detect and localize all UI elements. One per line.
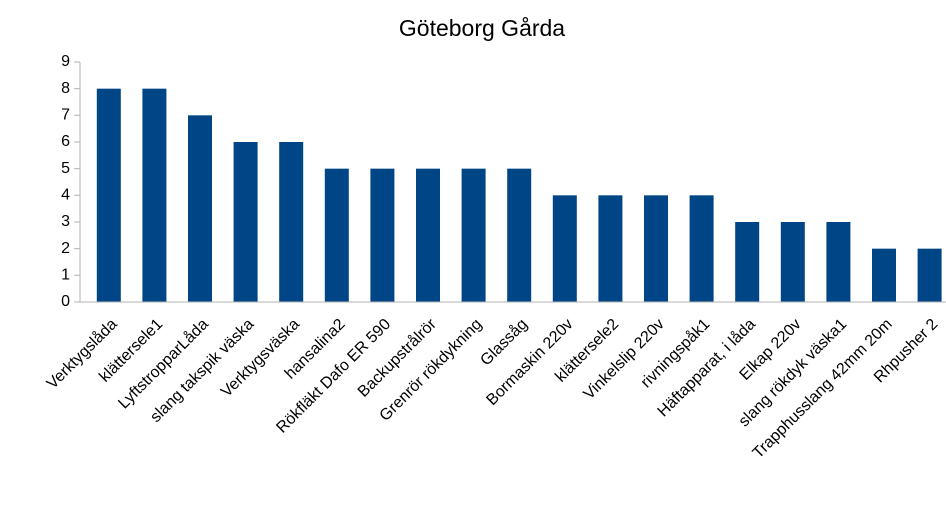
y-tick-label: 8 <box>61 80 70 97</box>
y-tick-label: 6 <box>61 133 70 150</box>
x-tick-label: Backupstrålrör <box>354 315 440 401</box>
bar <box>689 195 714 302</box>
bar <box>324 168 349 302</box>
x-tick-label: Vinkelslip 220v <box>581 316 668 403</box>
bar <box>233 142 258 302</box>
bar <box>142 88 167 303</box>
bar <box>780 222 805 302</box>
y-tick-label: 7 <box>61 107 70 124</box>
y-tick-label: 0 <box>61 293 70 310</box>
bar <box>917 248 942 302</box>
bar <box>644 195 668 302</box>
bar <box>826 222 851 302</box>
bar <box>370 168 395 302</box>
bar <box>279 142 304 302</box>
bar <box>416 168 440 302</box>
y-tick-label: 5 <box>61 160 70 177</box>
bar <box>552 195 577 302</box>
bar <box>872 248 896 302</box>
bar <box>735 222 760 302</box>
bar <box>461 168 486 302</box>
bar <box>96 88 121 303</box>
x-tick-label: Verktygsväska <box>218 316 303 401</box>
bar <box>188 115 212 302</box>
y-tick-label: 9 <box>61 53 70 70</box>
y-tick-label: 2 <box>61 240 70 257</box>
y-tick-label: 1 <box>61 267 70 284</box>
bar <box>598 195 623 302</box>
bar <box>507 168 532 302</box>
y-tick-label: 3 <box>61 213 70 230</box>
y-tick-label: 4 <box>61 187 70 204</box>
chart-title: Göteborg Gårda <box>399 15 565 41</box>
